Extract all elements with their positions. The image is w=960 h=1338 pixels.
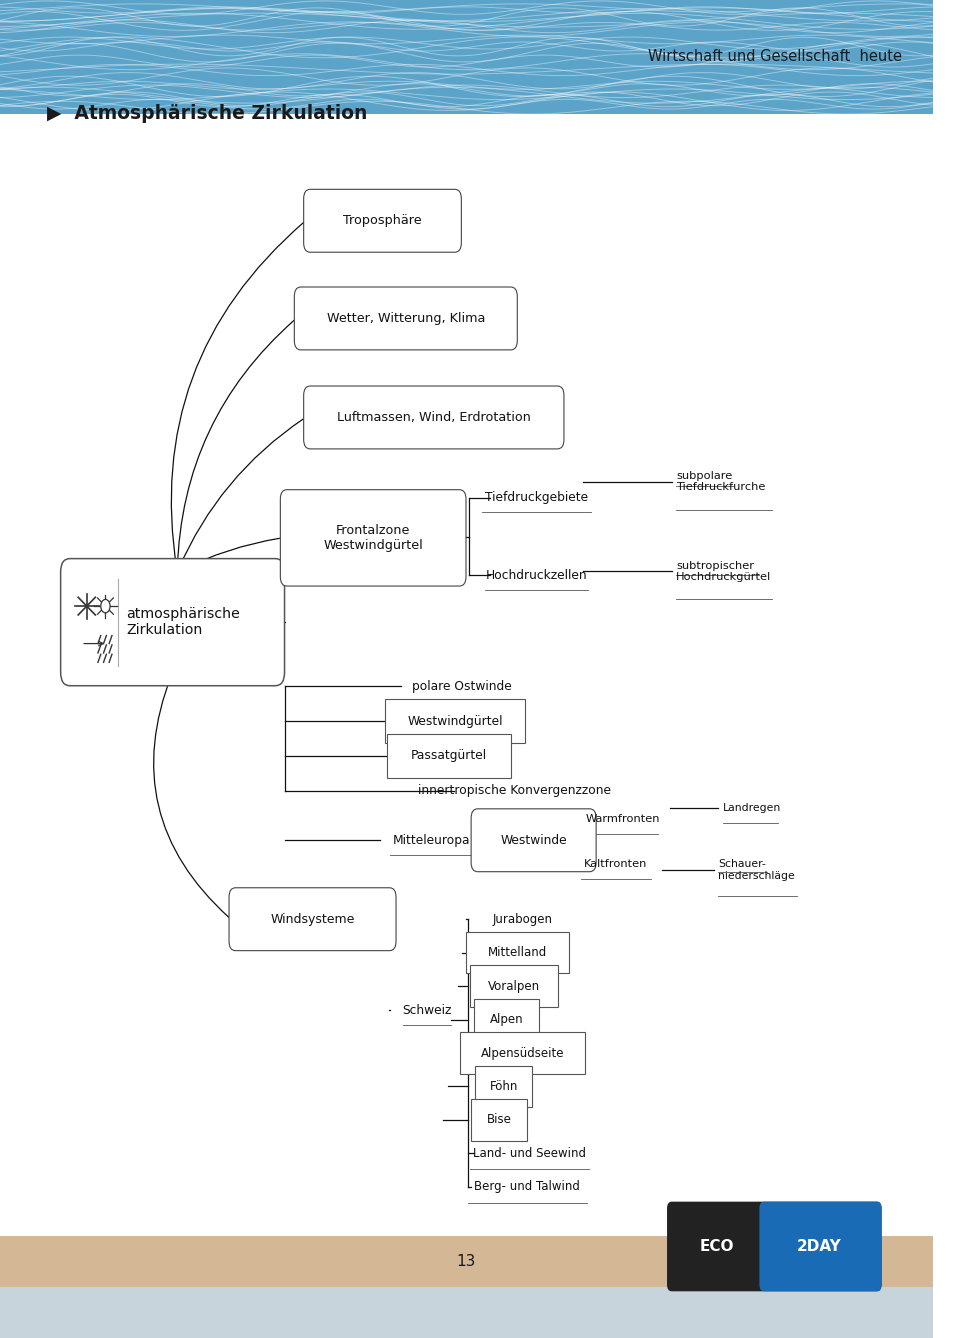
Circle shape [101, 599, 110, 613]
FancyBboxPatch shape [0, 1287, 933, 1338]
Text: Schweiz: Schweiz [402, 1004, 452, 1017]
FancyBboxPatch shape [280, 490, 466, 586]
Text: Landregen: Landregen [723, 803, 781, 814]
Text: Jurabogen: Jurabogen [492, 913, 552, 926]
Text: Wirtschaft und Gesellschaft  heute: Wirtschaft und Gesellschaft heute [648, 50, 902, 64]
FancyBboxPatch shape [475, 1065, 532, 1108]
Text: Mitteleuropa: Mitteleuropa [393, 834, 469, 847]
Text: Troposphäre: Troposphäre [343, 214, 421, 227]
Text: Schauer-
niederschläge: Schauer- niederschläge [718, 859, 795, 880]
Text: Warmfronten: Warmfronten [586, 814, 660, 824]
FancyBboxPatch shape [385, 698, 525, 744]
FancyBboxPatch shape [229, 888, 396, 951]
Text: Alpen: Alpen [490, 1013, 523, 1026]
Text: atmosphärische
Zirkulation: atmosphärische Zirkulation [126, 607, 240, 637]
Text: Luftmassen, Wind, Erdrotation: Luftmassen, Wind, Erdrotation [337, 411, 531, 424]
Text: Mittelland: Mittelland [488, 946, 547, 959]
Text: Wetter, Witterung, Klima: Wetter, Witterung, Klima [326, 312, 485, 325]
FancyBboxPatch shape [303, 190, 462, 253]
FancyBboxPatch shape [471, 808, 596, 872]
Text: ▶  Atmosphärische Zirkulation: ▶ Atmosphärische Zirkulation [47, 104, 367, 123]
Text: polare Ostwinde: polare Ostwinde [412, 680, 512, 693]
Text: ECO: ECO [700, 1239, 734, 1254]
Text: Land- und Seewind: Land- und Seewind [473, 1147, 587, 1160]
Text: Kaltfronten: Kaltfronten [584, 859, 647, 870]
Text: Berg- und Talwind: Berg- und Talwind [474, 1180, 580, 1193]
FancyBboxPatch shape [470, 966, 558, 1008]
FancyBboxPatch shape [467, 933, 569, 974]
FancyBboxPatch shape [470, 1100, 527, 1140]
Text: Voralpen: Voralpen [488, 979, 540, 993]
Text: Passatgürtel: Passatgürtel [411, 749, 487, 763]
Text: Frontalzone
Westwindgürtel: Frontalzone Westwindgürtel [324, 524, 423, 551]
FancyBboxPatch shape [460, 1033, 586, 1073]
Text: Westwindgürtel: Westwindgürtel [407, 714, 503, 728]
Text: Tiefdruckgebiete: Tiefdruckgebiete [485, 491, 588, 504]
FancyBboxPatch shape [387, 735, 511, 779]
Text: innertropische Konvergenzzone: innertropische Konvergenzzone [419, 784, 612, 797]
FancyBboxPatch shape [60, 559, 284, 685]
Text: subpolare
Tiefdruckfurche: subpolare Tiefdruckfurche [677, 471, 766, 492]
FancyBboxPatch shape [0, 0, 933, 114]
Text: 13: 13 [457, 1254, 476, 1270]
FancyBboxPatch shape [474, 999, 539, 1041]
FancyBboxPatch shape [295, 286, 517, 351]
Text: subtropischer
Hochdruckgürtel: subtropischer Hochdruckgürtel [677, 561, 772, 582]
Text: Windsysteme: Windsysteme [271, 913, 354, 926]
Text: Bise: Bise [487, 1113, 512, 1127]
Text: Alpensüdseite: Alpensüdseite [481, 1046, 564, 1060]
FancyBboxPatch shape [303, 387, 564, 450]
FancyBboxPatch shape [759, 1202, 881, 1291]
FancyBboxPatch shape [667, 1202, 881, 1291]
Text: 2DAY: 2DAY [797, 1239, 842, 1254]
Text: Föhn: Föhn [490, 1080, 518, 1093]
FancyBboxPatch shape [0, 1236, 933, 1287]
Text: Hochdruckzellen: Hochdruckzellen [486, 569, 588, 582]
Text: Westwinde: Westwinde [500, 834, 567, 847]
